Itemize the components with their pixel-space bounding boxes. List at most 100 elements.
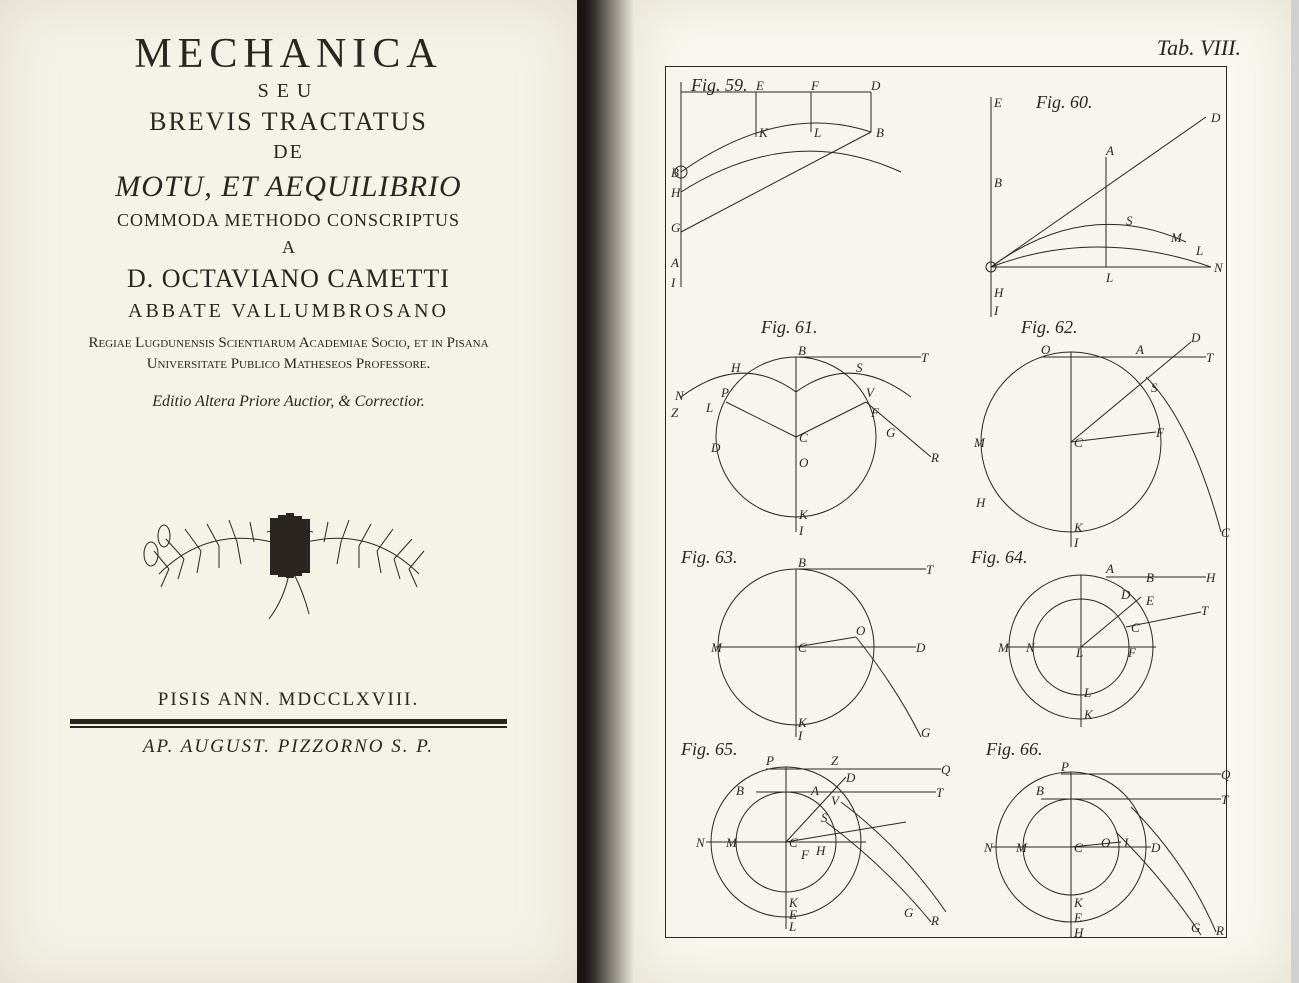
svg-text:H: H <box>815 843 826 858</box>
svg-text:C: C <box>799 430 808 445</box>
svg-text:I: I <box>1123 835 1129 850</box>
svg-text:B: B <box>1146 570 1154 585</box>
svg-text:B: B <box>876 125 884 140</box>
fig61-diagram: BT HS PV LF NZ DC OG R KI <box>671 337 941 537</box>
svg-text:C: C <box>798 640 807 655</box>
title-de: DE <box>50 141 527 164</box>
svg-text:R: R <box>930 913 939 928</box>
svg-text:G: G <box>671 220 681 235</box>
svg-text:A: A <box>1105 143 1114 158</box>
svg-text:P: P <box>720 385 729 400</box>
svg-text:L: L <box>788 919 796 934</box>
svg-text:F: F <box>870 405 880 420</box>
svg-text:D: D <box>1150 840 1161 855</box>
svg-text:I: I <box>993 303 999 318</box>
svg-text:C: C <box>1131 620 1140 635</box>
svg-text:F: F <box>800 847 810 862</box>
svg-text:N: N <box>1213 260 1224 275</box>
svg-text:B: B <box>671 165 679 180</box>
svg-text:B: B <box>1036 783 1044 798</box>
title-editio: Editio Altera Priore Auctior, & Correcti… <box>50 393 527 411</box>
svg-text:F: F <box>1127 645 1137 660</box>
svg-text:O: O <box>1041 342 1051 357</box>
svg-text:T: T <box>921 350 929 365</box>
svg-text:I: I <box>670 275 676 290</box>
svg-text:Q: Q <box>941 762 951 777</box>
title-a: A <box>50 237 527 258</box>
title-brevis: BREVIS TRACTATUS <box>50 107 527 137</box>
svg-text:L: L <box>1075 645 1083 660</box>
svg-text:C: C <box>1221 525 1230 540</box>
svg-text:E: E <box>1145 593 1154 608</box>
title-regiae: Regiae Lugdunensis Scientiarum Academiae… <box>80 333 497 375</box>
svg-text:A: A <box>670 255 679 270</box>
svg-text:O: O <box>1101 835 1111 850</box>
svg-text:V: V <box>866 385 876 400</box>
svg-text:L: L <box>813 125 821 140</box>
svg-text:P: P <box>1060 759 1069 774</box>
plate-page: Tab. VIII. Fig. 59. BH GAI DEF KL B Fig.… <box>635 0 1291 983</box>
title-commoda: COMMODA METHODO CONSCRIPTUS <box>50 210 527 231</box>
svg-text:Q: Q <box>1221 767 1231 782</box>
svg-text:H: H <box>730 360 741 375</box>
svg-text:F: F <box>810 78 820 93</box>
svg-text:R: R <box>1215 923 1224 938</box>
svg-text:K: K <box>758 125 769 140</box>
svg-text:G: G <box>921 725 931 740</box>
svg-text:I: I <box>797 728 803 743</box>
svg-text:B: B <box>994 175 1002 190</box>
svg-text:L: L <box>1083 685 1091 700</box>
imprint-place: PISIS ANN. MDCCLXVIII. <box>50 689 527 711</box>
svg-text:M: M <box>1015 840 1028 855</box>
fig60-diagram: ED BA SM LN HI L <box>956 97 1221 317</box>
plate-frame: Fig. 59. BH GAI DEF KL B Fig. 60. <box>665 66 1227 938</box>
imprint-block: PISIS ANN. MDCCLXVIII. AP. AUGUST. PIZZO… <box>50 689 527 758</box>
svg-text:D: D <box>845 770 856 785</box>
svg-text:I: I <box>1073 535 1079 550</box>
svg-text:H: H <box>975 495 986 510</box>
plate-label: Tab. VIII. <box>665 35 1241 61</box>
svg-text:T: T <box>936 785 944 800</box>
svg-text:E: E <box>993 95 1002 110</box>
svg-text:C: C <box>789 835 798 850</box>
svg-text:M: M <box>973 435 986 450</box>
svg-text:M: M <box>725 835 738 850</box>
fig66-diagram: PQ BT NM CO ID KEH GR <box>966 747 1226 937</box>
svg-text:H: H <box>1205 570 1216 585</box>
svg-text:L: L <box>1195 243 1203 258</box>
svg-text:H: H <box>670 185 681 200</box>
fig62-diagram: OAT DS MC F HK IC <box>956 332 1226 552</box>
fig63-diagram: BT MC OD G KI <box>686 557 946 742</box>
rule-thick <box>70 719 507 724</box>
svg-text:K: K <box>1073 895 1084 910</box>
fig61-label: Fig. 61. <box>761 317 818 338</box>
svg-text:A: A <box>810 783 819 798</box>
svg-text:S: S <box>856 360 863 375</box>
svg-text:D: D <box>1120 587 1131 602</box>
svg-text:E: E <box>755 78 764 93</box>
svg-text:D: D <box>1210 110 1221 125</box>
ornament-woodcut-icon <box>129 454 449 634</box>
svg-text:B: B <box>798 343 806 358</box>
svg-text:K: K <box>1073 520 1084 535</box>
svg-text:B: B <box>736 783 744 798</box>
svg-text:S: S <box>1151 380 1158 395</box>
svg-text:O: O <box>799 455 809 470</box>
svg-text:E: E <box>1073 910 1082 925</box>
book-spine <box>585 0 635 983</box>
svg-text:D: D <box>710 440 721 455</box>
title-mechanica: MECHANICA <box>50 30 527 78</box>
svg-text:T: T <box>1206 350 1214 365</box>
svg-text:P: P <box>765 753 774 768</box>
svg-text:H: H <box>993 285 1004 300</box>
svg-text:G: G <box>886 425 896 440</box>
svg-text:I: I <box>798 523 804 538</box>
svg-text:G: G <box>1191 920 1201 935</box>
svg-text:A: A <box>1105 561 1114 576</box>
title-page: MECHANICA SEU BREVIS TRACTATUS DE MOTU, … <box>0 0 585 983</box>
rule-thin <box>70 726 507 728</box>
fig64-diagram: ABH DE TC MN LF LK <box>976 557 1216 732</box>
imprint-publisher: AP. AUGUST. PIZZORNO S. P. <box>50 736 527 758</box>
svg-text:S: S <box>1126 213 1133 228</box>
svg-text:Z: Z <box>671 405 679 420</box>
